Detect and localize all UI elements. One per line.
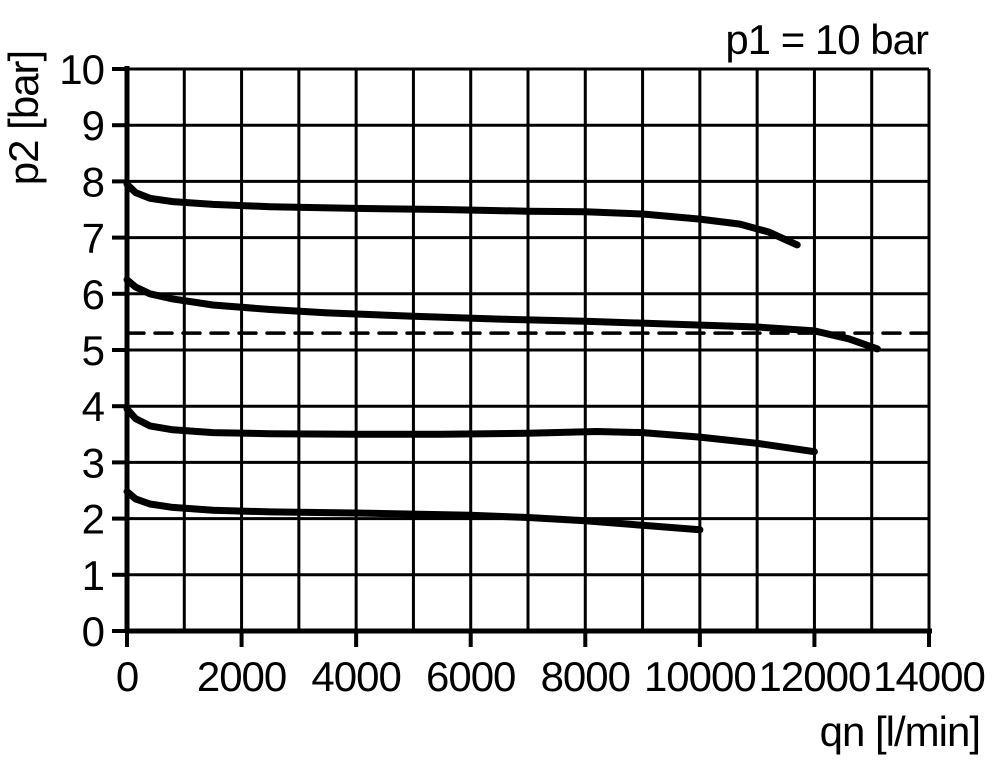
y-tick-label: 6	[82, 271, 104, 318]
x-tick-label: 2000	[197, 653, 286, 700]
series-setting-2.1-bar	[123, 488, 704, 534]
series-setting-7.5-bar	[123, 180, 801, 249]
y-tick-label: 0	[82, 608, 104, 655]
y-tick-label: 7	[82, 215, 104, 262]
x-axis-label: qn [l/min]	[820, 708, 980, 755]
series-setting-3.5-bar	[123, 405, 818, 456]
y-tick-label: 3	[82, 439, 104, 486]
y-tick-label: 9	[82, 102, 104, 149]
chart-annotation-p1: p1 = 10 bar	[725, 16, 929, 63]
y-tick-label: 4	[82, 383, 105, 430]
x-tick-label: 8000	[541, 653, 630, 700]
y-tick-label: 10	[59, 46, 104, 93]
x-tick-label: 6000	[426, 653, 515, 700]
y-tick-label: 2	[82, 496, 104, 543]
x-tick-label: 4000	[311, 653, 400, 700]
x-tick-label: 14000	[873, 653, 985, 700]
y-tick-label: 1	[82, 552, 104, 599]
x-tick-label: 0	[116, 653, 138, 700]
x-tick-label: 12000	[759, 653, 871, 700]
x-tick-label: 10000	[644, 653, 756, 700]
series-setting-5.5-bar	[123, 276, 881, 353]
data-curves	[123, 180, 931, 534]
y-tick-label: 5	[82, 327, 104, 374]
tick-labels: 0 1 2 3 4 5 6 7 8 9 10 0 2000 4000 6000 8000 10000 12000 1…	[59, 46, 986, 700]
y-axis-label: p2 [bar]	[0, 51, 47, 185]
y-tick-label: 8	[82, 158, 104, 205]
grid-lines	[127, 67, 931, 631]
axis-ticks	[112, 67, 931, 647]
